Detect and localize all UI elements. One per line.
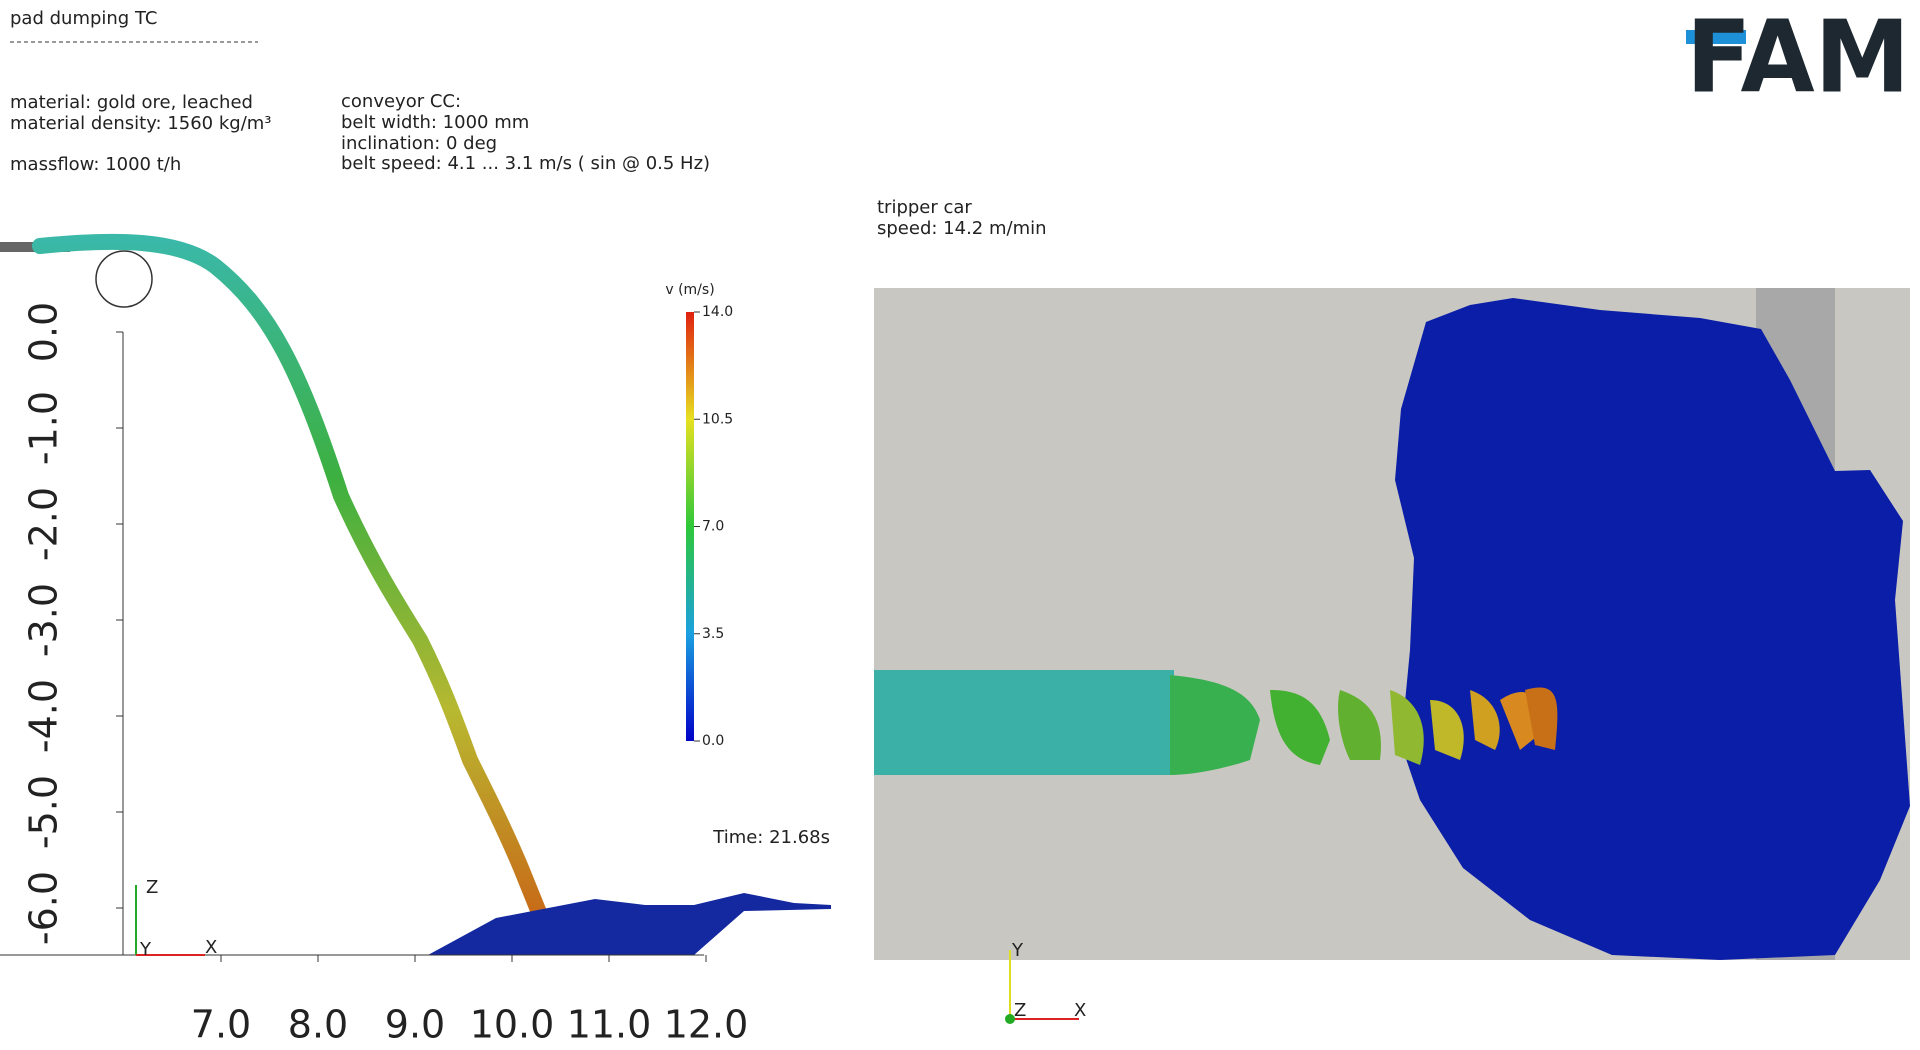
logo: FAM <box>1686 0 1910 115</box>
y-tick-label: -3.0 <box>22 583 66 657</box>
pile <box>1395 298 1910 960</box>
x-tick-label: 10.0 <box>470 1003 555 1047</box>
x-tick-label: 8.0 <box>288 1003 348 1047</box>
fragment <box>1525 687 1558 750</box>
y-tick-label: -4.0 <box>22 679 66 753</box>
triad-label: Y <box>139 939 152 960</box>
info-line: inclination: 0 deg <box>341 133 497 154</box>
colorbar-label: 0.0 <box>702 733 724 749</box>
info-line: material: gold ore, leached <box>10 92 253 113</box>
triad-label: X <box>205 937 217 958</box>
stream <box>1170 675 1260 775</box>
x-tick-label: 11.0 <box>567 1003 652 1047</box>
stream <box>874 670 1174 775</box>
colorbar-label: 7.0 <box>702 519 724 535</box>
colorbar-label: 10.5 <box>702 411 733 427</box>
info-line: massflow: 1000 t/h <box>10 154 181 175</box>
info-line: belt width: 1000 mm <box>341 112 529 133</box>
logo-bar <box>1686 30 1746 44</box>
time: Time: 21.68s <box>712 827 830 848</box>
fragment <box>1430 700 1464 760</box>
colorbar-label: 14.0 <box>702 304 733 320</box>
x-tick-label: 7.0 <box>191 1003 251 1047</box>
y-tick-label: -5.0 <box>22 775 66 849</box>
colorbar-title: v (m/s) <box>665 282 714 298</box>
left-view: v (m/s) Time: 21.68s Z X Y <box>0 233 831 960</box>
particle-stream <box>32 233 548 923</box>
x-tick-label: 12.0 <box>664 1003 749 1047</box>
info-line: speed: 14.2 m/min <box>877 218 1047 239</box>
triad-label: Z <box>1014 1000 1026 1021</box>
y-tick-label: -1.0 <box>22 391 66 465</box>
fragment <box>1470 690 1500 750</box>
triad-label: Y <box>1011 940 1024 961</box>
right-view: Y Z X <box>874 288 1910 1024</box>
fragment <box>1338 690 1381 760</box>
info-line: material density: 1560 kg/m³ <box>10 113 272 134</box>
info-line: conveyor CC: <box>341 91 461 112</box>
pulley <box>95 250 153 308</box>
y-tick-label: -6.0 <box>22 871 66 945</box>
title: pad dumping TC <box>10 8 157 29</box>
fragment <box>1270 690 1330 765</box>
triad-label: X <box>1074 1000 1086 1021</box>
info-line: belt speed: 4.1 ... 3.1 m/s ( sin @ 0.5 … <box>341 153 710 174</box>
y-tick-label: 0.0 <box>22 302 66 362</box>
fragment <box>1390 690 1424 765</box>
x-tick-label: 9.0 <box>385 1003 445 1047</box>
colorbar-label: 3.5 <box>702 626 724 642</box>
info-line: tripper car <box>877 197 972 218</box>
y-tick-label: -2.0 <box>22 487 66 561</box>
info: pad dumping TC material: gold ore, leach… <box>10 0 1910 239</box>
colorbar <box>686 312 694 741</box>
triad-z <box>1005 1014 1015 1024</box>
triad-label: Z <box>146 877 158 898</box>
pile <box>428 893 831 955</box>
